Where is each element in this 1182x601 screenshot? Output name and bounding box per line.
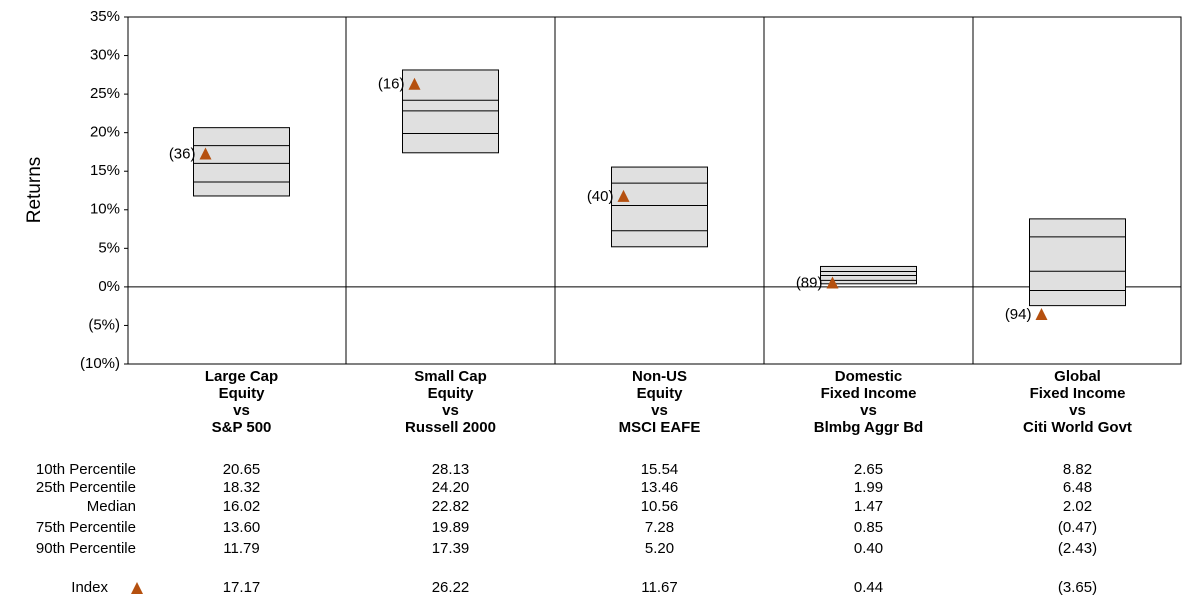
table-value: 18.32 xyxy=(223,479,261,496)
table-value: 17.39 xyxy=(432,540,470,557)
plot-frame xyxy=(127,16,1182,365)
category-label: vs xyxy=(651,402,668,419)
table-value: (2.43) xyxy=(1058,540,1097,557)
category-label: vs xyxy=(1069,402,1086,419)
table-value: 2.65 xyxy=(854,461,883,478)
table-value: (0.47) xyxy=(1058,519,1097,536)
table-value: 13.60 xyxy=(223,519,261,536)
y-tick-label: (5%) xyxy=(88,316,120,333)
row-label: 90th Percentile xyxy=(36,540,136,557)
table-value: 20.65 xyxy=(223,461,261,478)
table-value: 16.02 xyxy=(223,498,261,515)
percentile-box xyxy=(193,127,290,197)
table-value: 22.82 xyxy=(432,498,470,515)
table-value: 15.54 xyxy=(641,461,679,478)
y-tick-label: 30% xyxy=(90,47,120,64)
category-label: Large Cap xyxy=(205,368,278,385)
category-label: Global xyxy=(1054,368,1101,385)
percentile-box xyxy=(1029,218,1126,307)
legend-marker xyxy=(131,582,143,594)
y-tick-label: 10% xyxy=(90,201,120,218)
row-label: 10th Percentile xyxy=(36,461,136,478)
category-label: vs xyxy=(860,402,877,419)
rank-label: (94) xyxy=(1005,306,1032,323)
table-value: 0.44 xyxy=(854,579,883,596)
table-value: 10.56 xyxy=(641,498,679,515)
table-value: 17.17 xyxy=(223,579,261,596)
y-tick-label: (10%) xyxy=(80,355,120,372)
index-marker xyxy=(1035,308,1048,321)
percentile-box xyxy=(611,166,708,248)
rank-label: (40) xyxy=(587,188,614,205)
category-label: vs xyxy=(442,402,459,419)
y-tick-label: 25% xyxy=(90,85,120,102)
table-value: 7.28 xyxy=(645,519,674,536)
table-value: (3.65) xyxy=(1058,579,1097,596)
y-tick-label: 5% xyxy=(98,239,120,256)
table-value: 26.22 xyxy=(432,579,470,596)
rank-label: (36) xyxy=(169,145,196,162)
row-label: Median xyxy=(87,498,136,515)
category-label: Citi World Govt xyxy=(1023,419,1132,436)
y-axis-label: Returns xyxy=(24,157,45,224)
category-label: Russell 2000 xyxy=(405,419,496,436)
category-label: Fixed Income xyxy=(821,385,917,402)
table-value: 0.40 xyxy=(854,540,883,557)
category-label: Non-US xyxy=(632,368,687,385)
index-marker xyxy=(617,189,630,202)
table-value: 0.85 xyxy=(854,519,883,536)
table-value: 13.46 xyxy=(641,479,679,496)
table-value: 11.67 xyxy=(641,579,677,596)
table-value: 19.89 xyxy=(432,519,470,536)
index-marker xyxy=(199,147,212,160)
y-tick-label: 15% xyxy=(90,162,120,179)
category-label: Equity xyxy=(219,385,265,402)
table-value: 8.82 xyxy=(1063,461,1092,478)
row-label: 75th Percentile xyxy=(36,519,136,536)
table-value: 5.20 xyxy=(645,540,674,557)
row-label: Index xyxy=(71,579,108,596)
category-label: Blmbg Aggr Bd xyxy=(814,419,923,436)
y-tick-label: 20% xyxy=(90,124,120,141)
y-tick-label: 0% xyxy=(98,278,120,295)
category-label: MSCI EAFE xyxy=(619,419,701,436)
category-label: S&P 500 xyxy=(212,419,272,436)
rank-label: (16) xyxy=(378,76,405,93)
y-tick-label: 35% xyxy=(90,8,120,25)
index-marker xyxy=(826,276,839,289)
row-label: 25th Percentile xyxy=(36,479,136,496)
category-label: Domestic xyxy=(835,368,903,385)
category-label: Small Cap xyxy=(414,368,487,385)
table-value: 2.02 xyxy=(1063,498,1092,515)
table-value: 24.20 xyxy=(432,479,470,496)
table-value: 28.13 xyxy=(432,461,470,478)
category-label: Equity xyxy=(428,385,474,402)
category-label: Fixed Income xyxy=(1030,385,1126,402)
table-value: 6.48 xyxy=(1063,479,1092,496)
category-label: Equity xyxy=(637,385,683,402)
category-label: vs xyxy=(233,402,250,419)
table-value: 1.99 xyxy=(854,479,883,496)
index-marker xyxy=(408,77,421,90)
table-value: 1.47 xyxy=(854,498,883,515)
rank-label: (89) xyxy=(796,274,823,291)
table-value: 11.79 xyxy=(223,540,259,557)
